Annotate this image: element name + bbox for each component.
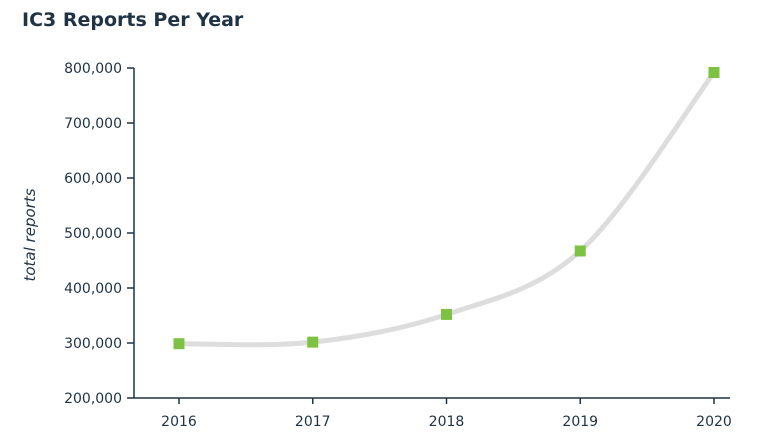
y-tick-label: 800,000 [64, 61, 122, 77]
data-point-marker [574, 245, 586, 257]
y-tick-label: 300,000 [64, 336, 122, 352]
data-point-marker [708, 67, 720, 79]
series-line [176, 70, 717, 348]
x-tick-label: 2018 [429, 414, 465, 430]
x-tick-label: 2017 [295, 414, 331, 430]
y-axis-label: total reports [21, 188, 39, 281]
y-tick-label: 700,000 [64, 116, 122, 132]
x-tick-label: 2020 [696, 414, 732, 430]
y-tick-label: 200,000 [64, 391, 122, 407]
data-point-marker [441, 308, 452, 320]
x-tick-label: 2016 [161, 414, 197, 430]
x-tick-label: 2019 [562, 414, 598, 430]
chart-title: IC3 Reports Per Year [22, 9, 244, 31]
y-tick-label: 500,000 [64, 226, 122, 242]
y-tick-label: 600,000 [64, 171, 122, 187]
y-tick-label: 400,000 [64, 281, 122, 297]
data-point-marker [173, 338, 185, 350]
data-point-marker [307, 336, 319, 348]
